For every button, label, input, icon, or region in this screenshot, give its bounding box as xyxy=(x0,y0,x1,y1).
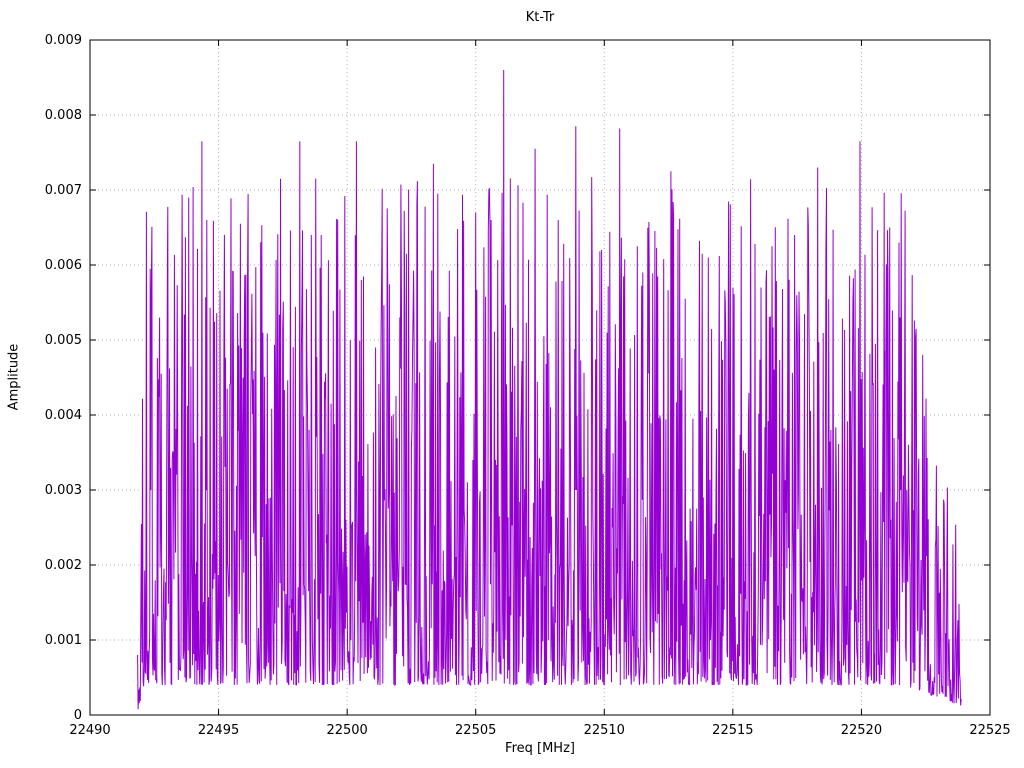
x-tick-label: 22515 xyxy=(712,723,753,738)
y-tick-label: 0.004 xyxy=(45,408,82,423)
x-tick-label: 22510 xyxy=(584,723,625,738)
y-tick-label: 0.002 xyxy=(45,558,82,573)
y-tick-label: 0 xyxy=(74,708,82,723)
x-tick-label: 22525 xyxy=(969,723,1010,738)
x-tick-label: 22495 xyxy=(198,723,239,738)
chart-title: Kt-Tr xyxy=(525,10,555,25)
x-tick-label: 22490 xyxy=(69,723,110,738)
y-tick-label: 0.003 xyxy=(45,483,82,498)
x-tick-label: 22520 xyxy=(841,723,882,738)
x-tick-label: 22505 xyxy=(455,723,496,738)
y-tick-label: 0.005 xyxy=(45,333,82,348)
y-tick-label: 0.008 xyxy=(45,108,82,123)
series-line xyxy=(137,69,962,710)
y-tick-label: 0.001 xyxy=(45,633,82,648)
y-tick-label: 0.007 xyxy=(45,183,82,198)
x-tick-label: 22500 xyxy=(326,723,367,738)
y-tick-label: 0.009 xyxy=(45,33,82,48)
plot-border xyxy=(89,39,991,716)
x-axis-label: Freq [MHz] xyxy=(505,741,575,756)
y-tick-label: 0.006 xyxy=(45,258,82,273)
